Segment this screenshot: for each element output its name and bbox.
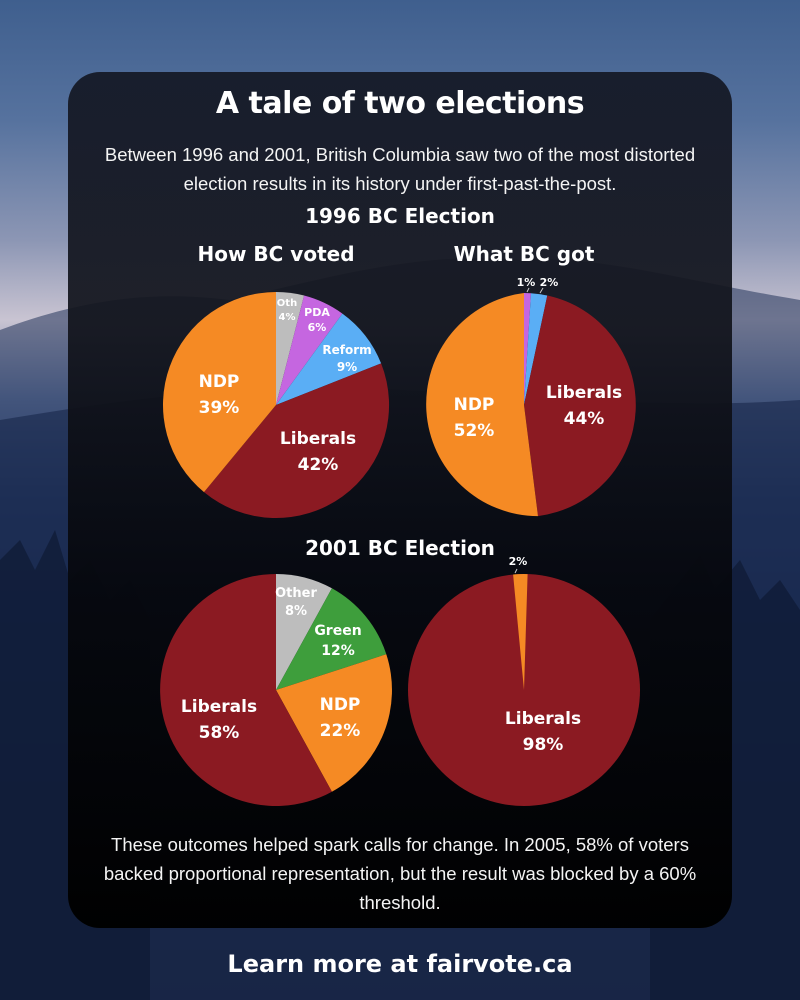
slice-liberals: [204, 363, 390, 519]
label-other-pct: 4%: [279, 312, 296, 323]
label-ndp-pct: 2%: [509, 555, 528, 568]
content-panel: [68, 72, 732, 928]
slice-other: [276, 291, 305, 405]
slice-pda: [524, 292, 531, 405]
label-ndp-pct: 39%: [199, 398, 240, 418]
label-green: Green: [314, 623, 361, 639]
pie-2001-seats: 2% Liberals 98%: [408, 555, 640, 806]
label-ndp: NDP: [320, 695, 361, 715]
page-subtitle: Between 1996 and 2001, British Columbia …: [104, 144, 696, 194]
label-ndp-pct: 52%: [454, 421, 495, 441]
pie-1996-seats: 1% 2% Liberals 44% NDP 52%: [426, 276, 636, 517]
label-other-pct: 8%: [285, 604, 307, 619]
slice-ndp: [426, 293, 538, 517]
label-liberals: Liberals: [546, 383, 622, 403]
label-liberals: Liberals: [181, 697, 257, 717]
slice-liberals: [524, 295, 636, 517]
page-title: A tale of two elections: [215, 86, 585, 121]
slice-pda: [276, 295, 343, 405]
slice-other: [276, 574, 332, 690]
label-ndp: NDP: [199, 372, 240, 392]
slice-ndp: [513, 574, 528, 690]
label-pda-pct: 6%: [308, 321, 327, 334]
label-liberals: Liberals: [280, 429, 356, 449]
slice-liberals: [160, 574, 332, 806]
label-liberals-pct: 98%: [523, 735, 564, 755]
label-pda: PDA: [304, 306, 330, 319]
label-liberals: Liberals: [505, 709, 581, 729]
column-title-what-got: What BC got: [453, 242, 595, 266]
label-green-pct: 12%: [321, 643, 355, 659]
label-other: Other: [275, 586, 317, 601]
section-title-2001: 2001 BC Election: [305, 536, 495, 560]
pie-2001-votes: Other 8% Green 12% NDP 22% Liberals 58%: [160, 574, 392, 806]
slice-reform: [276, 313, 382, 405]
footer-note: These outcomes helped spark calls for ch…: [103, 834, 697, 913]
label-ndp: NDP: [454, 395, 495, 415]
label-other: Oth: [277, 298, 297, 309]
label-liberals-pct: 44%: [564, 409, 605, 429]
slice-reform: [524, 293, 548, 405]
slice-green: [276, 588, 387, 690]
column-title-how-voted: How BC voted: [197, 242, 355, 266]
section-title-1996: 1996 BC Election: [305, 204, 495, 228]
label-reform: Reform: [322, 343, 371, 357]
slice-ndp: [276, 654, 392, 792]
slice-ndp: [162, 292, 276, 493]
call-to-action: Learn more at fairvote.ca: [227, 950, 573, 978]
label-pda-pct: 1%: [517, 276, 536, 289]
label-reform-pct: 2%: [540, 276, 559, 289]
label-liberals-pct: 42%: [298, 455, 339, 475]
label-liberals-pct: 58%: [199, 723, 240, 743]
label-ndp-pct: 22%: [320, 721, 361, 741]
label-reform-pct: 9%: [337, 360, 357, 374]
pie-1996-votes: Oth 4% PDA 6% Reform 9% Liberals 42% NDP…: [162, 291, 390, 519]
